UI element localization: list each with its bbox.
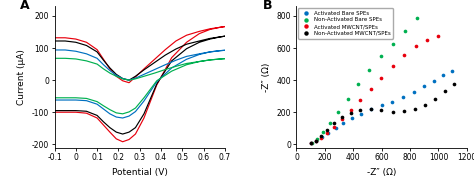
Point: [325, 131, 332, 134]
Point: [410, 91, 418, 94]
Point: [313, 137, 321, 140]
Text: A: A: [20, 0, 30, 12]
Point: [434, 35, 442, 38]
Y-axis label: Current (μA): Current (μA): [17, 49, 26, 105]
Point: [312, 139, 320, 142]
Point: [401, 54, 408, 57]
Point: [448, 69, 456, 72]
Point: [323, 131, 331, 134]
Point: [451, 82, 458, 85]
Point: [330, 125, 338, 128]
X-axis label: -Z″ (Ω): -Z″ (Ω): [367, 168, 396, 177]
Point: [389, 65, 397, 68]
Point: [317, 136, 325, 139]
Point: [430, 79, 438, 82]
Point: [347, 108, 355, 111]
Point: [338, 116, 346, 119]
Point: [401, 29, 409, 32]
Point: [356, 98, 364, 101]
Point: [367, 108, 375, 111]
Point: [357, 112, 365, 115]
Point: [378, 104, 385, 107]
Point: [308, 142, 315, 144]
Point: [323, 128, 331, 131]
Point: [330, 122, 338, 125]
Point: [338, 117, 346, 120]
Point: [389, 110, 397, 113]
Point: [307, 142, 315, 145]
Point: [312, 139, 319, 142]
Point: [367, 108, 374, 111]
Point: [356, 108, 364, 111]
Point: [312, 140, 319, 143]
Point: [365, 69, 373, 72]
Point: [308, 141, 316, 144]
Legend: Activated Bare SPEs, Non-Activated Bare SPEs, Activated MWCNT/SPEs, Non-Activate: Activated Bare SPEs, Non-Activated Bare …: [298, 8, 393, 39]
Point: [348, 117, 356, 120]
Point: [399, 96, 407, 99]
Y-axis label: -Z″ (Ω): -Z″ (Ω): [262, 62, 271, 92]
Point: [440, 74, 447, 77]
Point: [413, 16, 421, 19]
Point: [335, 111, 342, 114]
Text: B: B: [263, 0, 272, 12]
Point: [411, 108, 419, 111]
Point: [421, 104, 429, 106]
Point: [319, 131, 327, 134]
Point: [318, 136, 326, 138]
Point: [400, 110, 408, 113]
Point: [389, 100, 396, 103]
Point: [412, 45, 419, 48]
Point: [420, 85, 428, 88]
Point: [378, 109, 385, 112]
Point: [441, 90, 449, 93]
Point: [344, 97, 351, 100]
Point: [354, 83, 362, 86]
Point: [378, 76, 385, 79]
Point: [307, 142, 315, 145]
Point: [389, 42, 397, 45]
Point: [431, 97, 439, 100]
Point: [377, 55, 385, 58]
Point: [317, 134, 325, 137]
X-axis label: Potential (V): Potential (V): [112, 168, 168, 177]
Point: [367, 87, 374, 90]
Point: [339, 122, 347, 125]
Point: [327, 122, 334, 125]
Point: [423, 39, 431, 41]
Point: [347, 111, 355, 114]
Point: [332, 127, 339, 130]
